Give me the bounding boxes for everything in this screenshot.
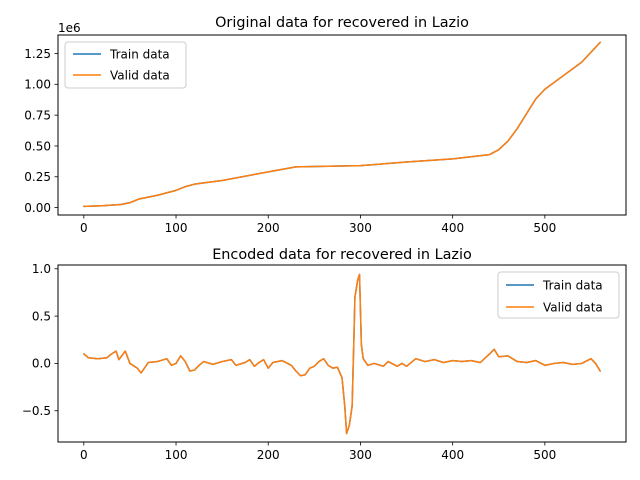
chart-encoded-x-tick-label: 0 [80, 448, 88, 462]
chart-original-series-layer [83, 41, 601, 208]
chart-original-x-tick-label: 400 [441, 221, 464, 235]
chart-encoded-x-tick-label: 200 [257, 448, 280, 462]
chart-encoded-series-line-valid [83, 273, 601, 435]
chart-original-y-ticks: 0.00 0.25 0.50 0.75 1.00 1.25 [24, 47, 58, 215]
chart-original-legend-train-label: Train data [109, 48, 170, 62]
chart-original-y-tick-label: 0.00 [24, 201, 51, 215]
chart-encoded-x-tick-label: 400 [441, 448, 464, 462]
chart-encoded-x-ticks: 0 100 200 300 400 500 [80, 442, 556, 462]
chart-encoded-axes-frame [57, 264, 627, 443]
chart-original-y-tick-label: 1.25 [24, 47, 51, 61]
chart-original-series-line-valid [83, 41, 601, 208]
chart-original-x-tick-label: 500 [533, 221, 556, 235]
chart-encoded-legend-valid-label: Valid data [543, 301, 603, 315]
chart-encoded-x-tick-label: 100 [165, 448, 188, 462]
chart-encoded-y-tick-label: 1.0 [32, 262, 51, 276]
chart-original-x-tick-label: 200 [257, 221, 280, 235]
chart-encoded-y-tick-label: 0.0 [32, 357, 51, 371]
chart-original-x-tick-label: 0 [80, 221, 88, 235]
chart-original-y-tick-label: 0.25 [24, 170, 51, 184]
chart-original-axes-frame [57, 34, 627, 216]
chart-encoded-y-tick-label: −0.5 [22, 404, 51, 418]
chart-original-y-tick-label: 0.50 [24, 139, 51, 153]
chart-encoded-legend-train-label: Train data [542, 279, 603, 293]
chart-encoded-title: Encoded data for recovered in Lazio [212, 247, 472, 263]
chart-original-legend: Train data Valid data [64, 41, 187, 89]
chart-encoded-y-ticks: −0.5 0.0 0.5 1.0 [22, 262, 58, 418]
chart-encoded-legend: Train data Valid data [497, 271, 620, 319]
chart-original-title: Original data for recovered in Lazio [215, 15, 469, 31]
chart-original-legend-valid-label: Valid data [110, 69, 170, 83]
chart-encoded: Encoded data for recovered in Lazio 0 100… [22, 247, 627, 462]
chart-encoded-x-tick-label: 300 [349, 448, 372, 462]
chart-original-x-tick-label: 300 [349, 221, 372, 235]
chart-original-x-ticks: 0 100 200 300 400 500 [80, 215, 556, 235]
chart-original-x-tick-label: 100 [165, 221, 188, 235]
chart-encoded-y-tick-label: 0.5 [32, 309, 51, 323]
chart-encoded-x-tick-label: 500 [533, 448, 556, 462]
chart-original-y-tick-label: 0.75 [24, 108, 51, 122]
chart-original: Original data for recovered in Lazio 1e6… [24, 15, 627, 235]
chart-original-offset-text: 1e6 [58, 21, 81, 35]
chart-encoded-series-layer [83, 273, 601, 435]
chart-original-y-tick-label: 1.00 [24, 78, 51, 92]
